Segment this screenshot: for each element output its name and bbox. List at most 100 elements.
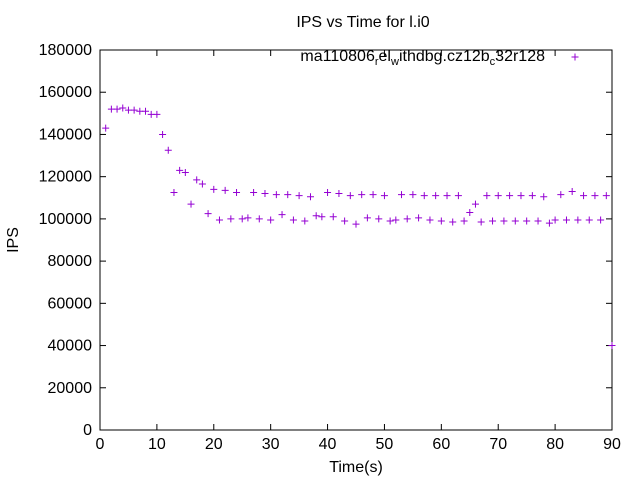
data-point xyxy=(585,216,593,224)
data-point xyxy=(437,217,445,225)
data-point xyxy=(363,214,371,222)
data-point xyxy=(193,176,201,184)
data-point xyxy=(204,210,212,218)
data-point xyxy=(398,191,406,199)
data-point xyxy=(380,192,388,200)
y-tick-label: 80000 xyxy=(48,253,93,270)
data-point xyxy=(602,192,610,200)
data-point xyxy=(460,217,468,225)
y-tick-label: 60000 xyxy=(48,295,93,312)
data-point xyxy=(403,215,411,223)
x-tick-label: 60 xyxy=(432,436,450,453)
data-point xyxy=(534,217,542,225)
data-point xyxy=(181,168,189,176)
data-point xyxy=(295,192,303,200)
data-point xyxy=(312,212,320,220)
data-point xyxy=(409,191,417,199)
data-point xyxy=(591,192,599,200)
x-tick-label: 80 xyxy=(546,436,564,453)
data-point xyxy=(392,216,400,224)
data-point xyxy=(153,110,161,118)
data-point xyxy=(227,215,235,223)
data-point xyxy=(523,217,531,225)
data-point xyxy=(341,217,349,225)
data-point xyxy=(329,213,337,221)
data-point xyxy=(386,217,394,225)
data-point xyxy=(477,218,485,226)
data-point xyxy=(255,215,263,223)
legend-subscript: c xyxy=(490,56,496,68)
x-tick-label: 0 xyxy=(96,436,105,453)
y-axis-label: IPS xyxy=(5,227,22,253)
data-point xyxy=(324,189,332,196)
data-point xyxy=(511,217,519,225)
data-point xyxy=(466,209,474,217)
y-tick-label: 40000 xyxy=(48,338,93,355)
data-point xyxy=(551,216,559,224)
data-point xyxy=(489,217,497,225)
data-point xyxy=(369,191,377,199)
x-tick-label: 20 xyxy=(205,436,223,453)
data-point xyxy=(375,215,383,223)
y-tick-label: 20000 xyxy=(48,380,93,397)
x-tick-labels: 0 10 20 30 40 50 60 70 80 90 xyxy=(96,436,621,453)
data-point xyxy=(415,214,423,222)
data-point xyxy=(471,200,479,208)
y-tick-labels: 0 20000 40000 60000 80000 100000 120000 140000 1… xyxy=(39,42,92,439)
data-point xyxy=(443,192,451,200)
data-point xyxy=(284,191,292,199)
data-point xyxy=(432,192,440,200)
data-point xyxy=(420,192,428,200)
data-point xyxy=(221,186,229,194)
data-point xyxy=(170,189,178,196)
data-point xyxy=(215,216,223,224)
data-point xyxy=(500,217,508,225)
data-point xyxy=(187,200,195,208)
data-point xyxy=(540,193,548,201)
data-point xyxy=(244,214,252,222)
data-points xyxy=(102,104,616,350)
data-point xyxy=(119,104,127,112)
legend-text-part: 32r128 xyxy=(495,48,545,65)
data-point xyxy=(142,107,150,115)
data-point xyxy=(562,216,570,224)
x-axis-label: Time(s) xyxy=(329,459,383,476)
data-point xyxy=(335,190,343,198)
data-point xyxy=(568,187,576,195)
data-point xyxy=(233,189,241,196)
data-point xyxy=(352,220,360,228)
data-point xyxy=(164,146,172,154)
x-tick-label: 30 xyxy=(262,436,280,453)
data-point xyxy=(318,213,326,221)
chart-title: IPS vs Time for l.i0 xyxy=(296,14,429,31)
y-tick-label: 140000 xyxy=(39,126,92,143)
y-tick-label: 0 xyxy=(83,422,92,439)
data-point xyxy=(238,215,246,223)
data-point xyxy=(210,185,218,193)
data-point xyxy=(289,216,297,224)
y-tick-label: 100000 xyxy=(39,211,92,228)
y-tick-label: 120000 xyxy=(39,169,92,186)
data-point xyxy=(454,192,462,200)
data-point xyxy=(198,180,206,188)
data-point xyxy=(306,193,314,201)
data-point xyxy=(176,166,184,174)
plot-frame xyxy=(99,49,613,431)
legend-text-part: ma110806 xyxy=(300,48,375,65)
x-tick-label: 90 xyxy=(603,436,621,453)
data-point xyxy=(557,191,565,199)
data-point xyxy=(102,124,110,132)
axis-ticks xyxy=(99,49,613,431)
x-tick-label: 10 xyxy=(148,436,166,453)
data-point xyxy=(250,189,258,196)
legend-marker-plus xyxy=(571,53,579,61)
legend: ma110806relwithdbg.cz12bc32r128 xyxy=(300,48,579,68)
data-point xyxy=(494,192,502,200)
data-point xyxy=(159,130,167,138)
legend-label: ma110806relwithdbg.cz12bc32r128 xyxy=(300,48,545,68)
data-point xyxy=(528,192,536,200)
data-point xyxy=(346,192,354,200)
legend-text-part: ithdbg.cz12b xyxy=(399,48,490,65)
data-point xyxy=(301,217,309,225)
data-point xyxy=(506,192,514,200)
